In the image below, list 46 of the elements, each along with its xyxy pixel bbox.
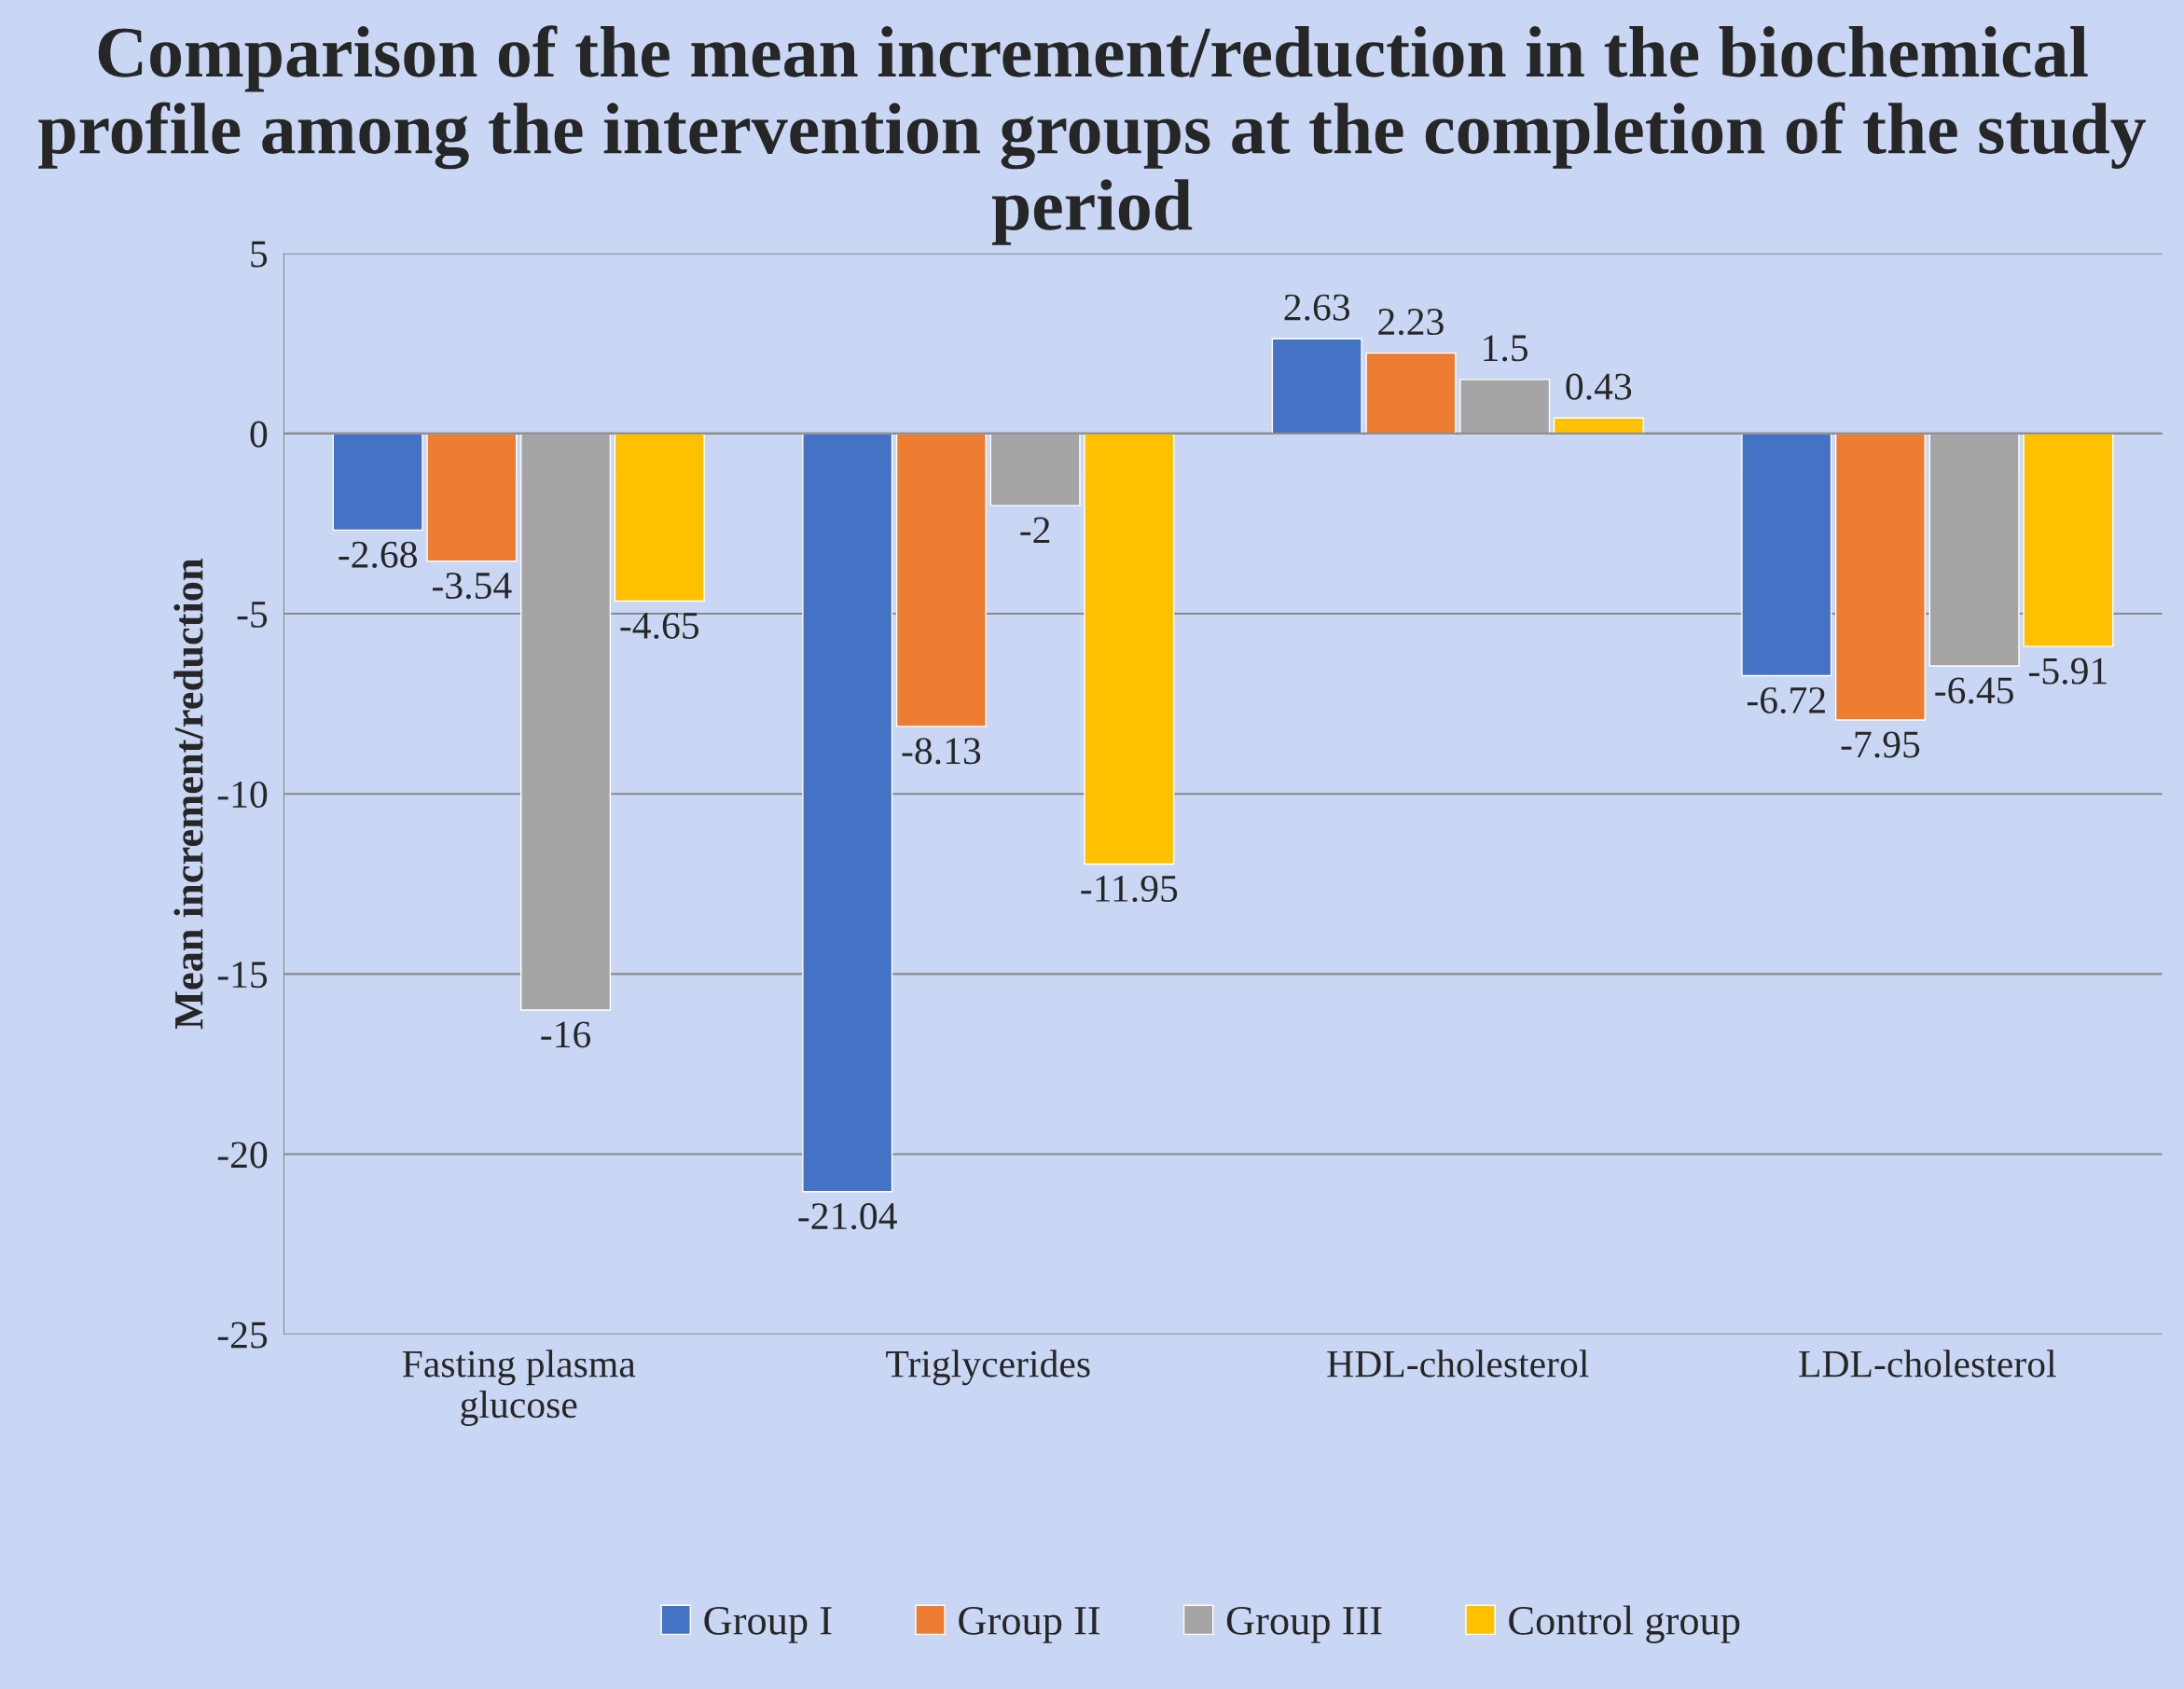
- data-label: -7.95: [1841, 731, 1920, 758]
- data-label: 2.63: [1284, 294, 1350, 321]
- legend-label: Control group: [1509, 1605, 1740, 1643]
- data-label: -5.91: [2029, 658, 2107, 685]
- y-tick-label: -15: [217, 962, 268, 989]
- y-tick-label: 0: [250, 421, 268, 448]
- x-tick-label: Triglycerides: [886, 1350, 1090, 1386]
- data-label: -2: [1020, 517, 1050, 544]
- legend-label: Group III: [1226, 1606, 1382, 1643]
- data-label: -3.54: [433, 573, 512, 600]
- y-axis-title: Mean increment/reduction: [173, 558, 203, 1030]
- legend-label: Group II: [959, 1606, 1100, 1643]
- bar: [2023, 433, 2114, 647]
- data-label: 2.23: [1378, 309, 1444, 336]
- legend-label: Group I: [704, 1606, 832, 1643]
- y-tick-label: -20: [217, 1142, 268, 1169]
- data-label: -16: [541, 1021, 591, 1048]
- bar: [989, 433, 1081, 506]
- bar: [1928, 433, 2020, 667]
- bar: [426, 433, 518, 562]
- bar: [1271, 338, 1362, 435]
- bar: [1459, 379, 1551, 435]
- y-tick-label: -5: [237, 602, 268, 628]
- y-tick-label: -25: [217, 1322, 268, 1349]
- bar: [1834, 433, 1926, 721]
- data-label: 1.5: [1484, 335, 1528, 362]
- data-label: -11.95: [1081, 875, 1178, 903]
- bar: [802, 433, 893, 1193]
- bar: [1365, 352, 1457, 435]
- bar: [895, 433, 987, 727]
- data-label: -6.45: [1935, 677, 2013, 704]
- data-label: -2.68: [339, 541, 417, 568]
- data-label: -8.13: [902, 738, 981, 765]
- x-tick-label: Fasting plasma glucose: [402, 1350, 636, 1426]
- bar: [614, 433, 705, 602]
- y-tick-label: -10: [217, 781, 268, 809]
- data-label: 0.43: [1566, 373, 1632, 400]
- data-label: -6.72: [1747, 686, 1825, 714]
- bar: [1741, 433, 1832, 677]
- data-label: -4.65: [620, 612, 699, 640]
- x-tick-label: HDL-cholesterol: [1327, 1350, 1589, 1378]
- bar: [520, 433, 612, 1011]
- data-label: -21.04: [798, 1203, 897, 1230]
- x-tick-label: LDL-cholesterol: [1799, 1350, 2056, 1378]
- bar: [332, 433, 423, 532]
- bar: [1084, 433, 1175, 865]
